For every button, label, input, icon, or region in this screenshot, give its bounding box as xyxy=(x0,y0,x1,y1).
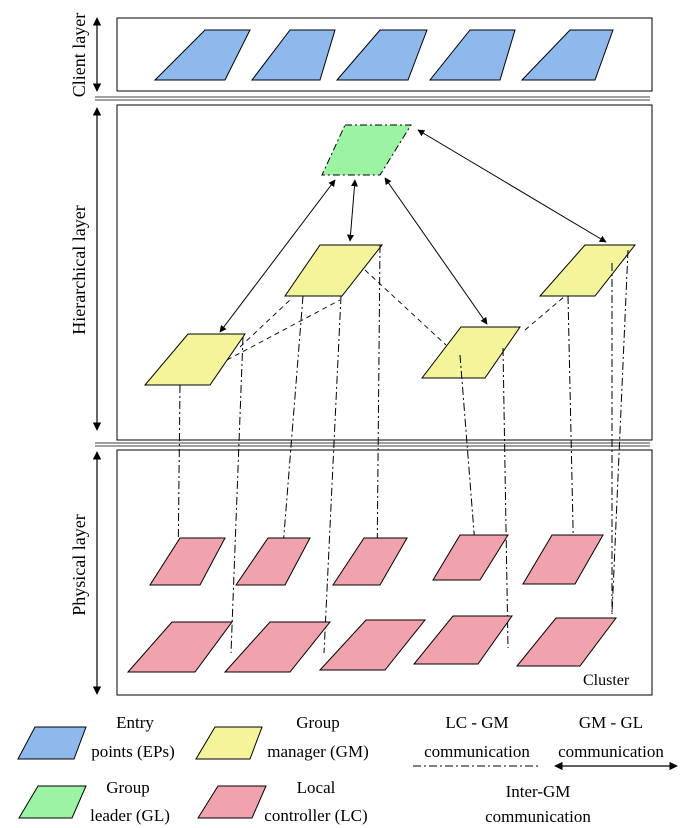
entry-point-node xyxy=(335,29,428,81)
legend-local-controller-swatch xyxy=(197,785,267,819)
hierarchical-layer-box xyxy=(116,104,653,441)
legend-group-leader-label-line1: Group xyxy=(106,778,149,797)
legend: Entry points (EPs) Group manager (GM) Gr… xyxy=(17,713,678,826)
entry-point-node xyxy=(428,29,516,81)
gm-gl-communication-links xyxy=(219,129,607,333)
group-manager-node xyxy=(420,326,521,379)
physical-layer-box xyxy=(116,449,653,696)
local-controller-node xyxy=(126,621,233,673)
local-controllers-row-2 xyxy=(126,615,617,673)
entry-point-node xyxy=(520,29,614,81)
hierarchical-layer-label: Hierarchical layer xyxy=(69,205,89,334)
layer-separator-bottom xyxy=(95,442,650,447)
legend-inter-gm-label-line2: communication xyxy=(485,807,591,826)
legend-group-leader-label-line2: leader (GL) xyxy=(90,806,170,825)
group-leader-node xyxy=(321,124,412,176)
legend-local-controller-label-line1: Local xyxy=(297,778,336,797)
local-controller-node xyxy=(515,617,617,667)
legend-gm-gl-label-line2: communication xyxy=(558,742,664,761)
local-controller-node xyxy=(412,615,513,665)
local-controllers-row-1 xyxy=(149,534,604,586)
inter-gm-communication-links xyxy=(226,269,566,361)
local-controller-node xyxy=(332,537,408,586)
legend-group-manager-swatch xyxy=(195,726,263,760)
legend-group-manager-label-line2: manager (GM) xyxy=(267,742,369,761)
lc-gm-communication-links xyxy=(177,244,629,654)
legend-gm-gl-label-line1: GM - GL xyxy=(579,713,643,732)
legend-group-manager-label-line1: Group xyxy=(296,713,339,732)
legend-local-controller-label-line2: controller (LC) xyxy=(264,806,367,825)
entry-point-node xyxy=(250,29,336,81)
client-layer-label: Client layer xyxy=(69,13,89,97)
group-managers xyxy=(143,244,637,386)
legend-lc-gm-label-line1: LC - GM xyxy=(445,713,508,732)
legend-entry-point-label-line2: points (EPs) xyxy=(91,742,175,761)
local-controller-node xyxy=(318,619,427,671)
layer-separator-top xyxy=(95,96,650,101)
local-controller-node xyxy=(432,534,509,581)
legend-entry-point-swatch xyxy=(17,726,87,760)
legend-group-leader-swatch xyxy=(18,785,87,819)
physical-layer-label: Physical layer xyxy=(69,514,89,615)
group-manager-node xyxy=(538,244,637,297)
legend-lc-gm-label-line2: communication xyxy=(424,742,530,761)
legend-inter-gm-label-line1: Inter-GM xyxy=(506,782,571,801)
local-controller-node xyxy=(522,534,604,585)
entry-point-node xyxy=(153,29,251,81)
local-controller-node xyxy=(149,537,226,586)
cluster-label: Cluster xyxy=(583,672,630,689)
legend-entry-point-label-line1: Entry xyxy=(116,713,154,732)
group-manager-node xyxy=(284,244,384,297)
local-controller-node xyxy=(235,537,311,586)
entry-points xyxy=(153,29,614,81)
client-layer-box xyxy=(116,17,653,92)
group-manager-node xyxy=(143,333,246,386)
local-controller-node xyxy=(223,621,332,673)
